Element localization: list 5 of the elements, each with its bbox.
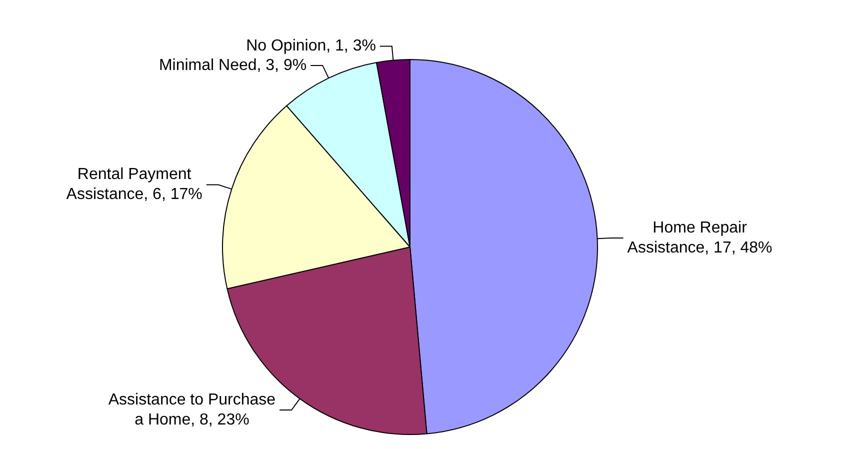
slice-label: No Opinion, 1, 3% — [246, 38, 376, 55]
slice-label: Home Repair Assistance, 17, 48% — [627, 219, 772, 256]
slice-label: Minimal Need, 3, 9% — [158, 56, 307, 74]
slice-label: Rental Payment Assistance, 6, 17% — [66, 166, 202, 204]
slice-label: Assistance to Purchase a Home, 8, 23% — [108, 391, 276, 428]
